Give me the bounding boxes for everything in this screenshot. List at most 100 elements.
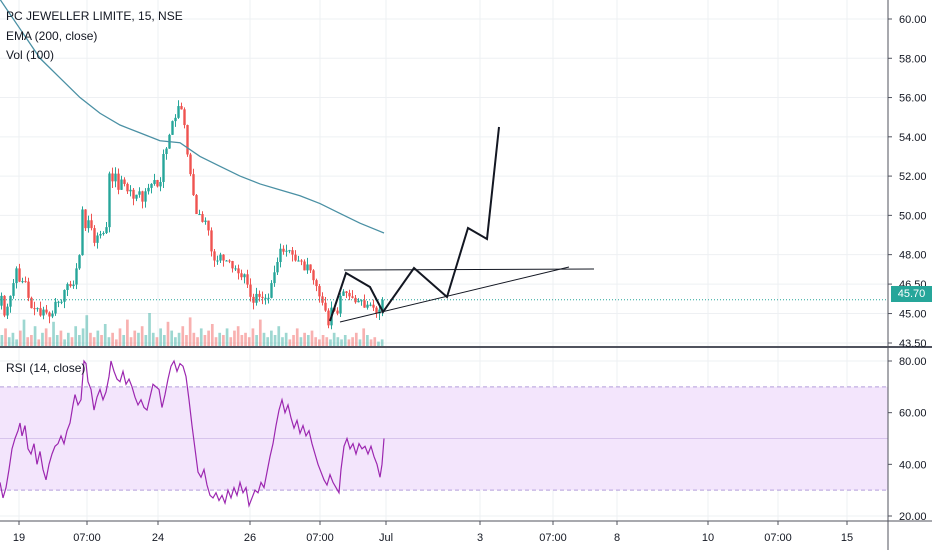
- rsi-tick-label: 60.00: [899, 408, 927, 420]
- candle-body: [6, 306, 9, 316]
- candle-body: [57, 301, 60, 303]
- candle-body: [267, 297, 270, 299]
- volume-bar: [247, 337, 251, 346]
- resistance-line: [343, 268, 595, 271]
- candle-body: [33, 308, 36, 310]
- volume-bar: [325, 337, 329, 346]
- rsi-tick-label: 40.00: [899, 459, 927, 471]
- candle-body: [252, 296, 255, 303]
- volume-bar: [174, 337, 177, 346]
- candle-body: [339, 295, 342, 314]
- volume-bar: [351, 337, 354, 346]
- volume-bar: [37, 339, 41, 346]
- volume-bar: [255, 335, 258, 346]
- candle-body: [198, 214, 201, 216]
- candle-body: [258, 293, 261, 297]
- volume-legend[interactable]: Vol (100): [6, 48, 55, 62]
- volume-bar: [162, 335, 166, 346]
- candle-body: [210, 230, 213, 252]
- volume-bar: [144, 335, 148, 346]
- candle-body: [207, 220, 210, 231]
- candle-body: [291, 250, 294, 255]
- candle-body: [228, 260, 231, 262]
- candle-body: [372, 304, 375, 308]
- candle-body: [315, 280, 318, 287]
- candle-body: [279, 248, 282, 262]
- volume-bar: [266, 337, 270, 346]
- candle-body: [282, 248, 285, 252]
- volume-bar: [155, 337, 159, 346]
- time-tick-label: 07:00: [306, 532, 334, 544]
- candle-body: [351, 296, 354, 298]
- volume-bar: [199, 328, 203, 346]
- volume-bar: [140, 326, 144, 346]
- volume-bar: [89, 332, 92, 346]
- rsi-legend[interactable]: RSI (14, close): [6, 361, 86, 375]
- volume-bar: [111, 332, 114, 346]
- candle-body: [93, 228, 96, 243]
- volume-bar: [122, 335, 126, 346]
- volume-bar: [100, 335, 103, 346]
- volume-bar: [192, 332, 196, 346]
- candle-body: [153, 180, 156, 184]
- ema-legend[interactable]: EMA (200, close): [6, 29, 98, 43]
- time-tick-label: 07:00: [73, 532, 101, 544]
- volume-bar: [55, 335, 59, 346]
- symbol-legend[interactable]: PC JEWELLER LIMITE, 15, NSE: [6, 9, 183, 23]
- candle-body: [87, 220, 90, 229]
- volume-bar: [126, 319, 129, 346]
- candle-body: [309, 264, 312, 271]
- candle-body: [249, 284, 252, 297]
- candle-body: [204, 220, 207, 222]
- candle-body: [216, 260, 219, 262]
- rsi-band: [0, 386, 888, 491]
- volume-bar: [66, 332, 70, 346]
- volume-bar: [303, 332, 306, 346]
- candle-body: [96, 235, 99, 243]
- volume-bar: [336, 337, 340, 346]
- candle-body: [126, 183, 129, 192]
- volume-bar: [118, 328, 122, 346]
- candle-body: [132, 189, 135, 199]
- candle-body: [105, 227, 108, 234]
- volume-bar: [329, 339, 332, 346]
- price-tick-label: 60.00: [899, 14, 927, 26]
- volume-bar: [210, 324, 214, 346]
- volume-bar: [159, 328, 162, 346]
- volume-bar: [288, 339, 292, 346]
- candle-body: [345, 291, 348, 293]
- price-tick-label: 43.50: [899, 338, 927, 350]
- price-tick-label: 58.00: [899, 53, 927, 65]
- candle-body: [129, 189, 132, 192]
- time-tick-label: 26: [244, 532, 256, 544]
- volume-bar: [214, 337, 218, 346]
- volume-bar: [18, 330, 22, 346]
- candle-body: [117, 173, 120, 190]
- candle-body: [219, 254, 222, 261]
- volume-bar: [148, 313, 151, 346]
- volume-bar: [369, 339, 373, 346]
- volume-bar: [299, 337, 303, 346]
- candle-body: [240, 273, 243, 278]
- candle-body: [165, 148, 168, 154]
- volume-bar: [92, 337, 96, 346]
- volume-bar: [373, 337, 377, 346]
- volume-bar: [0, 335, 4, 346]
- volume-bar: [170, 330, 174, 346]
- time-tick-label: 3: [477, 532, 483, 544]
- candle-body: [300, 260, 303, 262]
- volume-bar: [273, 335, 277, 346]
- price-tick-label: 45.00: [899, 309, 927, 321]
- volume-bar: [181, 326, 185, 346]
- candle-body: [297, 260, 300, 262]
- volume-bar: [26, 337, 30, 346]
- volume-bar: [129, 337, 133, 346]
- candle-body: [231, 261, 234, 269]
- candle-body: [273, 272, 276, 284]
- candle-body: [342, 291, 345, 296]
- time-tick-label: 15: [841, 532, 853, 544]
- volume-bar: [358, 339, 362, 346]
- candle-body: [72, 284, 75, 287]
